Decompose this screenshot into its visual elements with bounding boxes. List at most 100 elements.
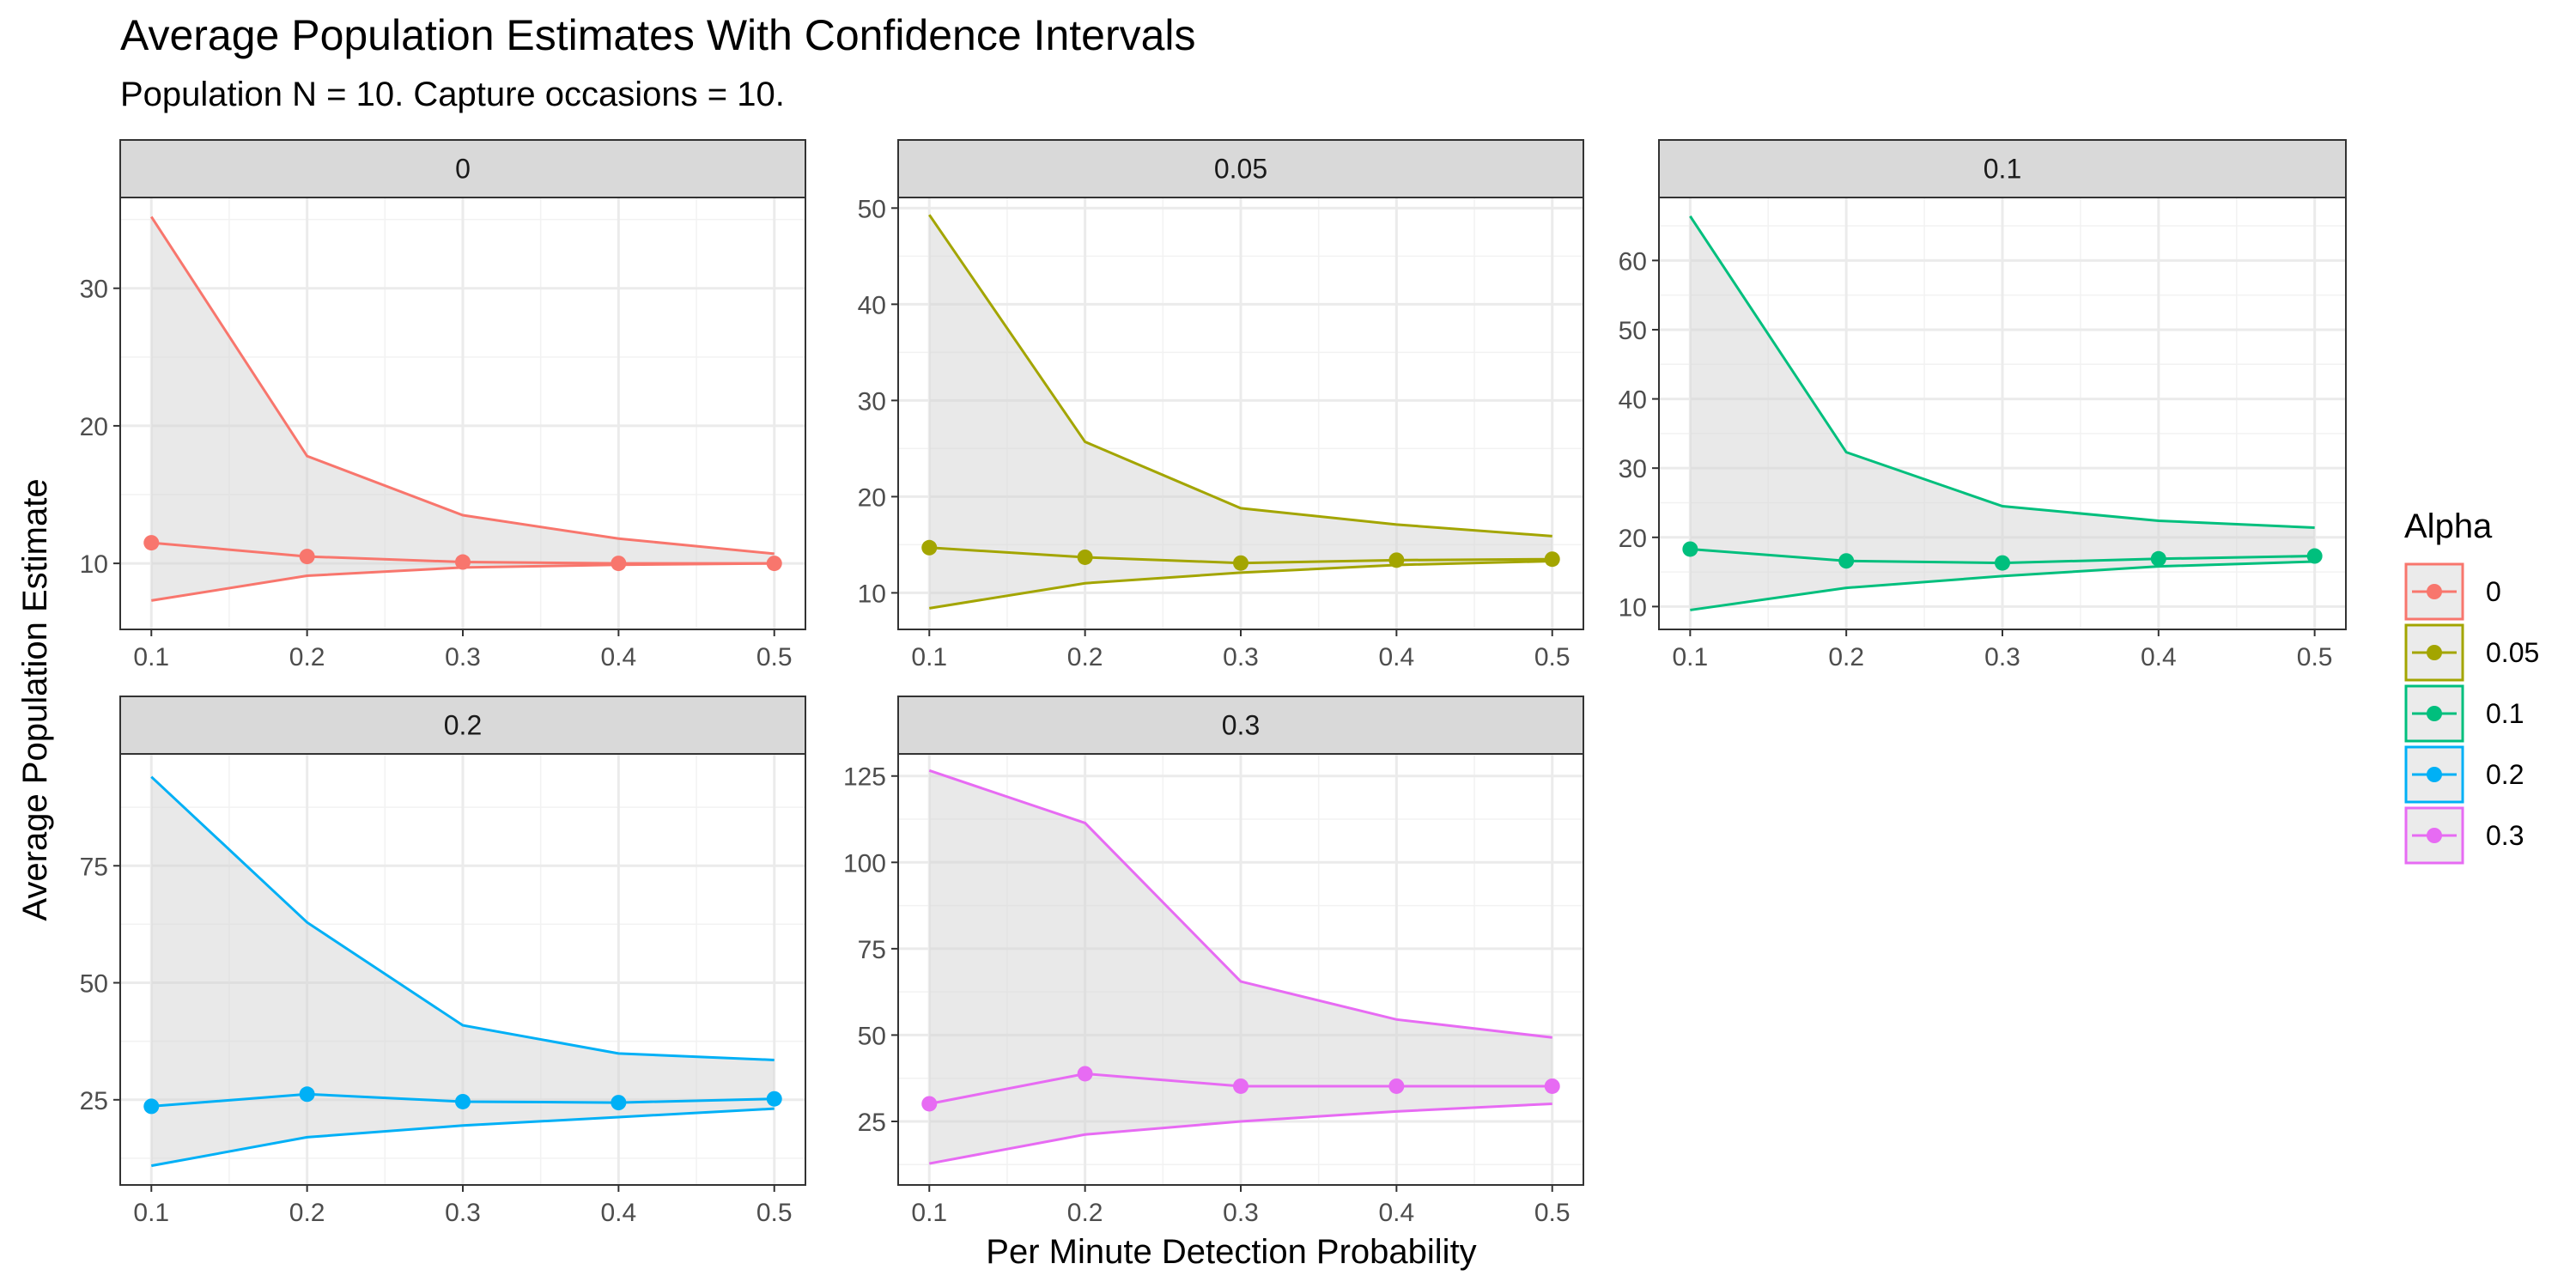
confidence-ribbon xyxy=(151,216,775,601)
y-tick-label: 25 xyxy=(858,1109,886,1137)
x-tick-label: 0.5 xyxy=(1534,643,1571,671)
facet-strip-label: 0.3 xyxy=(1222,710,1260,741)
estimate-point xyxy=(1233,555,1249,571)
y-tick-label: 30 xyxy=(80,276,108,304)
x-tick-label: 0.2 xyxy=(1828,643,1864,671)
estimate-point xyxy=(921,539,938,556)
legend-key-point xyxy=(2427,584,2442,599)
facet-strip-label: 0.2 xyxy=(444,710,482,741)
x-tick-label: 0.4 xyxy=(601,1199,637,1227)
y-axis-title: Average Population Estimate xyxy=(16,478,54,920)
estimate-point xyxy=(1544,1078,1560,1094)
y-tick-label: 30 xyxy=(1619,455,1647,483)
lower-bound-line xyxy=(928,1102,1552,1165)
legend: Alpha 0 0.05 0.1 0.2 0.3 xyxy=(2404,507,2539,865)
estimate-point xyxy=(2150,550,2166,567)
facet-panel-0.1: 0.1 10 20 30 40 50 60 0.1 0.2 0.3 0.4 0.5 xyxy=(1619,139,2347,671)
legend-item-0.1: 0.1 xyxy=(2404,684,2524,743)
y-tick-label: 20 xyxy=(858,483,886,512)
estimate-point xyxy=(766,556,782,572)
confidence-ribbon xyxy=(929,215,1552,609)
upper-bound-line xyxy=(150,775,775,1061)
legend-label: 0.3 xyxy=(2486,820,2524,851)
estimate-point xyxy=(1682,541,1698,557)
facet-strip-label: 0.05 xyxy=(1214,154,1267,185)
facet-strip xyxy=(897,696,1584,755)
estimate-point xyxy=(611,1095,627,1111)
x-tick-label: 0.2 xyxy=(1067,643,1103,671)
legend-item-0: 0 xyxy=(2404,562,2501,621)
y-tick-label: 75 xyxy=(858,936,886,964)
x-tick-label: 0.4 xyxy=(601,643,637,671)
y-tick-label: 125 xyxy=(843,763,886,792)
estimate-point xyxy=(1233,1078,1249,1094)
facet-strip xyxy=(1658,139,2347,198)
x-tick-label: 0.2 xyxy=(1067,1199,1103,1227)
estimate-point xyxy=(766,1091,782,1107)
chart-title: Average Population Estimates With Confid… xyxy=(120,11,1196,59)
estimate-point xyxy=(1544,551,1560,568)
x-tick-label: 0.2 xyxy=(289,643,325,671)
legend-label: 0.1 xyxy=(2486,698,2524,729)
y-tick-label: 75 xyxy=(80,853,108,881)
x-tick-label: 0.3 xyxy=(1223,1199,1259,1227)
legend-label: 0.05 xyxy=(2486,637,2539,668)
estimate-point xyxy=(143,535,160,551)
estimate-point xyxy=(1388,552,1405,568)
legend-key-point xyxy=(2427,645,2442,660)
x-tick-label: 0.4 xyxy=(1379,643,1415,671)
x-tick-label: 0.4 xyxy=(1379,1199,1415,1227)
x-tick-label: 0.3 xyxy=(1984,643,2020,671)
estimate-point xyxy=(1388,1078,1405,1094)
x-tick-label: 0.1 xyxy=(1673,643,1709,671)
estimate-point xyxy=(143,1098,160,1115)
upper-bound-line xyxy=(150,216,775,556)
chart-subtitle: Population N = 10. Capture occasions = 1… xyxy=(120,76,785,113)
estimate-point xyxy=(1995,555,2010,571)
legend-label: 0 xyxy=(2486,576,2501,607)
y-tick-label: 60 xyxy=(1619,247,1647,276)
y-tick-label: 50 xyxy=(1619,317,1647,345)
legend-item-0.05: 0.05 xyxy=(2404,623,2539,682)
x-tick-label: 0.5 xyxy=(1534,1199,1571,1227)
legend-key-point xyxy=(2427,828,2442,843)
y-tick-label: 30 xyxy=(858,387,886,416)
legend-item-0.3: 0.3 xyxy=(2404,806,2524,865)
confidence-ribbon xyxy=(151,776,775,1166)
estimate-point xyxy=(611,556,627,572)
estimate-point xyxy=(1077,1066,1093,1082)
y-tick-label: 50 xyxy=(858,195,886,223)
y-tick-label: 10 xyxy=(858,580,886,608)
facet-strip-label: 0 xyxy=(455,154,471,185)
confidence-ribbon xyxy=(929,770,1552,1164)
upper-bound-line xyxy=(1689,215,2315,530)
facet-panel-0.05: 0.05 10 20 30 40 50 0.1 0.2 0.3 0.4 0.5 xyxy=(858,139,1584,671)
estimate-point xyxy=(299,549,315,565)
estimate-point xyxy=(2306,548,2323,564)
x-tick-label: 0.1 xyxy=(133,643,169,671)
x-tick-label: 0.4 xyxy=(2141,643,2177,671)
legend-title: Alpha xyxy=(2404,507,2493,545)
legend-key-point xyxy=(2427,706,2442,721)
x-tick-label: 0.3 xyxy=(1223,643,1259,671)
x-tick-label: 0.5 xyxy=(756,643,793,671)
x-tick-label: 0.5 xyxy=(756,1199,793,1227)
x-tick-label: 0.1 xyxy=(133,1199,169,1227)
y-tick-label: 50 xyxy=(858,1022,886,1050)
x-tick-label: 0.1 xyxy=(911,1199,947,1227)
y-tick-label: 40 xyxy=(1619,386,1647,415)
facet-panel-0.3: 0.3 25 50 75 100 125 0.1 0.2 0.3 0.4 0.5 xyxy=(843,696,1584,1227)
estimate-point xyxy=(455,554,471,570)
lower-bound-line xyxy=(929,559,1552,610)
legend-item-0.2: 0.2 xyxy=(2404,745,2524,804)
x-tick-label: 0.5 xyxy=(2297,643,2333,671)
confidence-ribbon xyxy=(1690,216,2315,611)
lower-bound-line xyxy=(1690,560,2315,611)
estimate-point xyxy=(1077,549,1093,565)
y-tick-label: 20 xyxy=(1619,525,1647,553)
facet-panel-0: 0 10 20 30 0.1 0.2 0.3 0.4 0.5 xyxy=(80,139,806,671)
x-tick-label: 0.3 xyxy=(445,643,481,671)
y-tick-label: 10 xyxy=(1619,593,1647,622)
lower-bound-line xyxy=(151,1107,775,1168)
y-tick-label: 100 xyxy=(843,849,886,878)
